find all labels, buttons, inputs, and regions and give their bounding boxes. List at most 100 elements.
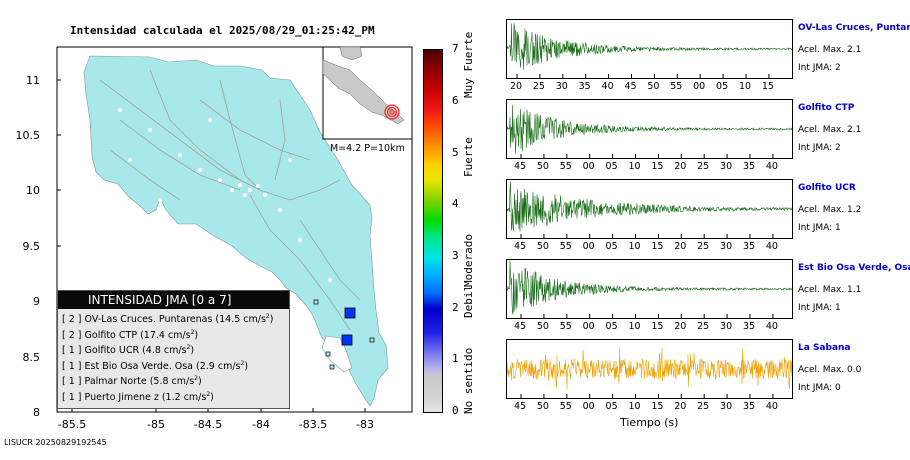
- trace-time-tick: 05: [605, 161, 618, 172]
- legend-close-paren: ): [244, 360, 249, 372]
- map-y-tick: 10.5: [16, 129, 41, 142]
- trace-jma-intensity: Int JMA: 2: [798, 63, 841, 73]
- map-y-axis: 11 10.5 10 9.5 9 8.5 8: [16, 74, 61, 419]
- road-network: [99, 69, 361, 331]
- trace-station-name: Est Bio Osa Verde, Osa: [798, 263, 910, 273]
- trace-time-tick: 30: [720, 161, 733, 172]
- trace-panel: [506, 19, 793, 79]
- trace-max-acceleration: Acel. Max. 1.2: [798, 205, 862, 215]
- seismogram-plot: [507, 260, 792, 318]
- trace-time-tick: 20: [509, 81, 523, 92]
- trace-panel: [506, 339, 793, 399]
- legend-close-paren: ): [190, 345, 195, 357]
- trace-time-tick: 15: [651, 241, 664, 252]
- golfo-dulce: [321, 335, 353, 373]
- trace-time-tick: 35: [742, 401, 756, 412]
- station-marker-small-c[interactable]: [325, 351, 331, 357]
- colorbar-category-label: Fuerte: [462, 137, 475, 177]
- seismogram-waveform: [507, 347, 792, 390]
- trace-time-tick: 30: [720, 321, 733, 332]
- trace-time-tick: 00: [582, 401, 595, 412]
- legend-row: [ 1 ] Puerto Jimene z (1.2 cm/s2): [58, 387, 289, 403]
- seismogram-waveform: [507, 23, 792, 70]
- legend-station-text: Golfito CTP (17.4 cm/s: [84, 329, 191, 341]
- trace-time-tick: 00: [693, 81, 706, 92]
- legend-unit-exponent: 2: [240, 359, 245, 367]
- legend-station-text: Est Bio Osa Verde. Osa (2.9 cm/s: [84, 360, 241, 372]
- map-y-tick: 8: [33, 406, 40, 419]
- colorbar-tick: 2: [452, 300, 459, 314]
- trace-panel: [506, 99, 793, 159]
- trace-time-ticks: 20 25 30 35 40 45 50 55 00 05 10 15: [506, 81, 791, 94]
- colorbar-category-label: Debil: [462, 284, 475, 318]
- trace-station-name: Golfito UCR: [798, 183, 856, 193]
- legend-level: [ 2 ]: [62, 314, 85, 326]
- legend-station-text: Golfito UCR (4.8 cm/s: [84, 345, 187, 357]
- trace-station-name: Golfito CTP: [798, 103, 855, 113]
- station-marker-small-d[interactable]: [329, 364, 335, 370]
- seismogram-waveform: [507, 104, 792, 154]
- inset-magnitude-label: M=4.2 P=10km: [330, 143, 405, 154]
- trace-time-tick: 05: [716, 81, 729, 92]
- trace-time-tick: 35: [578, 81, 591, 92]
- map-x-axis: -85.5 -85 -84.5 -84 -83.5 -83: [58, 408, 374, 431]
- trace-time-tick: 55: [559, 401, 572, 412]
- legend-unit-exponent: 2: [186, 344, 191, 352]
- inset-landmass: [322, 59, 405, 125]
- map-y-tick: 8.5: [23, 351, 41, 364]
- trace-time-tick: 10: [628, 241, 641, 252]
- trace-station-name: OV-Las Cruces, Puntar: [798, 23, 910, 33]
- trace-jma-intensity: Int JMA: 2: [798, 143, 841, 153]
- station-marker-ov-las-cruces[interactable]: [344, 307, 356, 319]
- trace-time-tick: 25: [697, 241, 710, 252]
- trace-jma-intensity: Int JMA: 1: [798, 303, 841, 313]
- colorbar-tick: 6: [452, 93, 459, 107]
- station-marker-small-b[interactable]: [369, 337, 375, 343]
- seismogram-waveform: [507, 260, 792, 315]
- legend-close-paren: ): [198, 376, 202, 388]
- legend-unit-exponent: 2: [190, 328, 195, 336]
- legend-unit-exponent: 2: [194, 375, 198, 383]
- colorbar-tick: 0: [452, 404, 459, 417]
- trace-time-tick: 05: [605, 321, 618, 332]
- legend-close-paren: ): [210, 392, 214, 404]
- trace-time-tick: 25: [532, 81, 545, 92]
- trace-time-tick: 40: [601, 81, 614, 92]
- legend-unit-exponent: 2: [265, 313, 270, 320]
- trace-time-tick: 20: [674, 321, 687, 332]
- trace-time-tick: 45: [513, 161, 527, 172]
- colorbar-category-label: No sentido: [462, 347, 475, 414]
- station-marker-small-a[interactable]: [313, 299, 319, 305]
- colorbar-tick: 1: [452, 352, 459, 366]
- legend-close-paren: ): [269, 314, 274, 326]
- station-marker-golfito-ctp[interactable]: [341, 334, 353, 346]
- trace-time-tick: 55: [559, 241, 572, 252]
- legend-row: [ 1 ] Golfito UCR (4.8 cm/s2): [58, 340, 289, 356]
- trace-time-tick: 00: [582, 161, 595, 172]
- trace-panel: [506, 259, 793, 319]
- trace-time-tick: 55: [559, 321, 572, 332]
- map-y-tick: 11: [26, 74, 40, 87]
- trace-station-name: La Sabana: [798, 343, 851, 353]
- legend-row: [ 2 ] OV-Las Cruces. Puntarenas (14.5 cm…: [58, 309, 289, 325]
- legend-level: [ 2 ]: [62, 329, 85, 341]
- legend-unit-exponent: 2: [206, 390, 211, 398]
- trace-time-tick: 15: [651, 401, 664, 412]
- town-markers: [118, 108, 332, 282]
- colorbar-tick: 3: [452, 248, 459, 262]
- legend-title: INTENSIDAD JMA [0 a 7]: [58, 291, 289, 309]
- colorbar-tick: 4: [452, 197, 459, 211]
- legend-station-text: Puerto Jimene z (1.2 cm/s: [84, 392, 207, 404]
- legend-level: [ 1 ]: [62, 392, 85, 404]
- legend-station-text: Palmar Norte (5.8 cm/s: [84, 376, 195, 388]
- legend-level: [ 1 ]: [62, 345, 85, 357]
- map-y-tick: 9.5: [23, 240, 41, 253]
- trace-time-tick: 50: [536, 321, 549, 332]
- trace-time-tick: 30: [720, 401, 733, 412]
- trace-time-tick: 20: [674, 401, 687, 412]
- map-y-tick: 9: [33, 295, 40, 308]
- trace-time-tick: 45: [624, 81, 637, 92]
- trace-time-tick: 25: [697, 401, 710, 412]
- legend-station-text: OV-Las Cruces. Puntarenas (14.5 cm/s: [84, 314, 266, 326]
- trace-jma-intensity: Int JMA: 1: [798, 223, 841, 233]
